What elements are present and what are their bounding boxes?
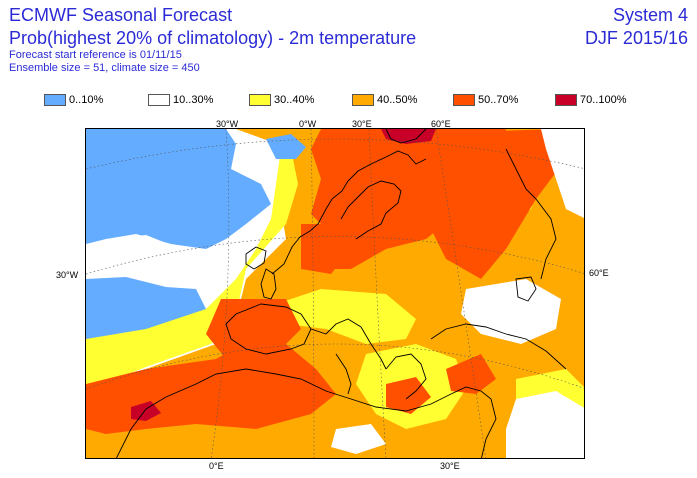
legend-label: 70..100% <box>580 94 627 106</box>
prob-region-0-10 <box>86 277 206 339</box>
legend-swatch <box>148 94 170 106</box>
coastline <box>271 150 427 275</box>
prob-region-10-30 <box>86 235 201 279</box>
legend-label: 10..30% <box>173 94 214 106</box>
coastline <box>430 323 567 370</box>
prob-region-10-30 <box>461 279 561 344</box>
coastline <box>115 383 197 458</box>
prob-region-10-30 <box>506 391 584 458</box>
prob-region-0-10 <box>86 129 271 249</box>
lon-label-top: 0°W <box>299 119 317 129</box>
legend-swatch <box>44 94 66 106</box>
lon-label-right: 60°E <box>589 268 609 278</box>
coastline <box>195 368 492 412</box>
prob-region-30-40 <box>86 149 298 391</box>
legend-item: 70..100% <box>555 93 626 107</box>
coastlines <box>115 129 567 458</box>
coastline <box>225 303 312 355</box>
legend-item: 30..40% <box>249 93 314 107</box>
lon-label-top: 30°E <box>352 119 372 129</box>
prob-region-50-70 <box>446 354 496 394</box>
legend-swatch <box>453 94 475 106</box>
coastline <box>310 318 387 370</box>
lon-label-top: 30°W <box>216 119 239 129</box>
forecast-start-reference: Forecast start reference is 01/11/15 <box>9 49 182 61</box>
system-label: System 4 <box>612 5 688 25</box>
legend-label: 50..70% <box>478 94 519 106</box>
map-subtitle: Prob(highest 20% of climatology) - 2m te… <box>9 28 417 48</box>
map-canvas <box>86 129 584 458</box>
prob-region-30-40 <box>261 289 416 344</box>
graticule-line <box>86 343 584 390</box>
graticule-lines <box>86 129 584 458</box>
prob-region-10-30 <box>541 129 584 218</box>
lon-label-left: 30°W <box>56 270 79 280</box>
ensemble-size: Ensemble size = 51, climate size = 450 <box>9 62 200 74</box>
legend-swatch <box>352 94 374 106</box>
legend-swatch <box>555 94 577 106</box>
legend-item: 10..30% <box>148 93 213 107</box>
graticule-line <box>86 236 584 275</box>
coastline <box>481 398 497 458</box>
graticule-line <box>86 138 584 170</box>
lon-label-bottom: 0°E <box>209 461 224 471</box>
legend-label: 0..10% <box>69 94 104 106</box>
legend-swatch <box>249 94 271 106</box>
coastline <box>260 268 277 300</box>
prob-region-50-70 <box>406 129 566 279</box>
prob-region-10-30 <box>331 424 386 454</box>
legend-label: 40..50% <box>377 94 418 106</box>
coastline <box>385 353 427 400</box>
legend-item: 0..10% <box>44 93 103 107</box>
lon-label-bottom: 30°E <box>440 461 460 471</box>
coastline <box>245 246 267 270</box>
probability-map <box>85 128 585 459</box>
coastline <box>515 276 537 302</box>
coastline <box>505 148 557 280</box>
legend-item: 40..50% <box>352 93 417 107</box>
prob-region-70-100 <box>131 401 161 421</box>
map-title: ECMWF Seasonal Forecast <box>9 5 233 25</box>
legend-item: 50..70% <box>453 93 518 107</box>
season-label: DJF 2015/16 <box>584 28 688 48</box>
lon-label-top: 60°E <box>431 119 451 129</box>
coastline <box>335 353 352 395</box>
legend-label: 30..40% <box>274 94 315 106</box>
coastline <box>385 129 427 144</box>
graticule-line <box>435 129 487 458</box>
coastline <box>340 180 402 240</box>
prob-region-0-10 <box>266 134 306 159</box>
legend: 0..10% 10..30% 30..40% 40..50% 50..70% 7… <box>0 93 697 107</box>
